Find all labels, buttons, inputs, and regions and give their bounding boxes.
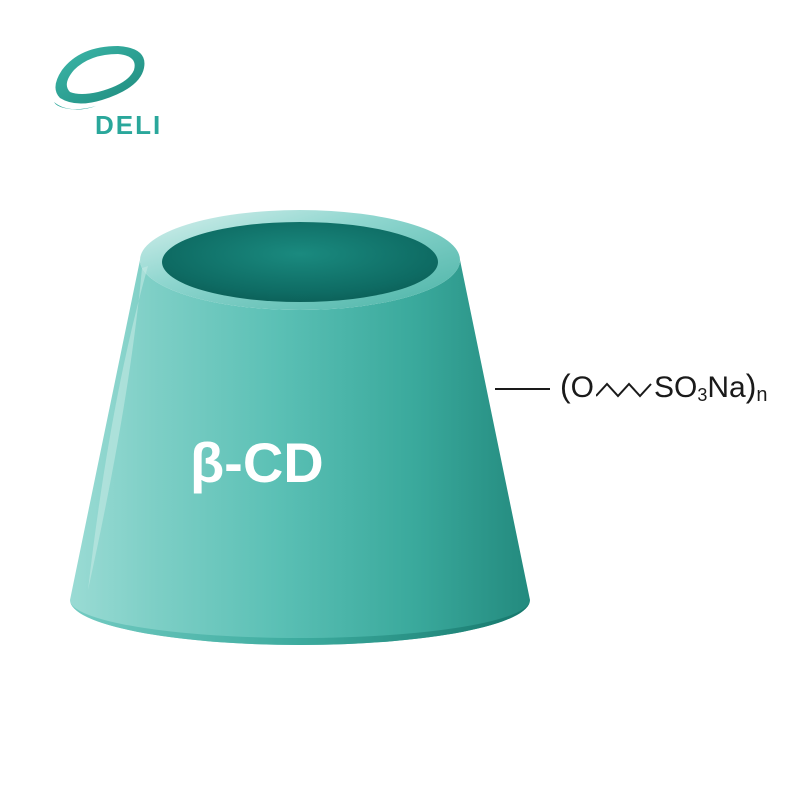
zigzag-icon — [596, 380, 652, 405]
logo-text: DELI — [95, 110, 162, 141]
cone-label: β-CD — [190, 430, 324, 495]
cyclodextrin-cone — [60, 200, 540, 640]
formula-close-paren: ) — [746, 368, 757, 404]
formula-sub3: 3 — [697, 385, 707, 405]
logo-label: DELI — [95, 110, 162, 140]
formula-subn: n — [756, 384, 767, 406]
formula: (O SO3Na)n — [560, 368, 768, 407]
cone-label-text: β-CD — [190, 431, 324, 494]
formula-so: SO — [654, 371, 697, 404]
formula-o: O — [571, 371, 594, 404]
formula-open-paren: ( — [560, 368, 571, 404]
formula-connector — [495, 388, 550, 390]
formula-na: Na — [707, 371, 745, 404]
